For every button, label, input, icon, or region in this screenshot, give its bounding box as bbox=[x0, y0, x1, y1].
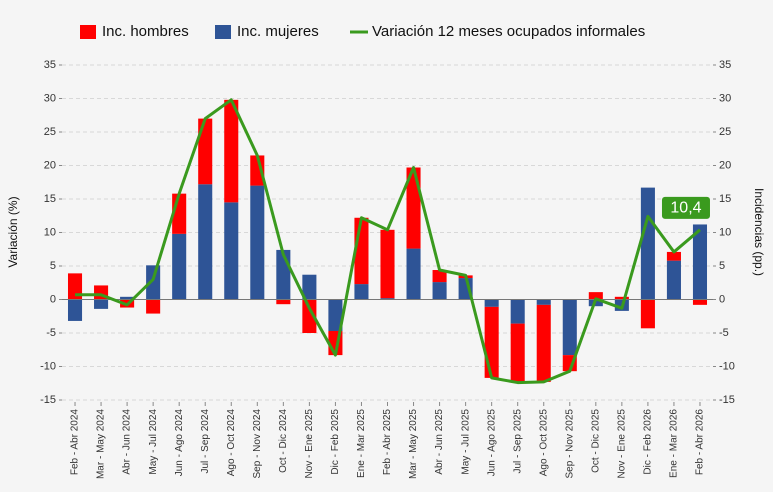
bar bbox=[67, 273, 83, 300]
bar bbox=[562, 299, 577, 356]
bar bbox=[172, 233, 187, 300]
legend-swatch bbox=[215, 25, 231, 39]
bar bbox=[380, 298, 395, 300]
value-label-box bbox=[661, 196, 710, 219]
y-tick-label: 35 bbox=[44, 59, 56, 71]
line-series bbox=[75, 98, 701, 385]
bar bbox=[640, 187, 655, 300]
y-tick-label: -10 bbox=[40, 360, 56, 372]
x-tick-label: Jun - Ago 2025 bbox=[486, 409, 497, 477]
bar bbox=[692, 224, 708, 300]
bar bbox=[536, 299, 551, 305]
bar bbox=[276, 299, 291, 305]
bar bbox=[146, 299, 161, 314]
x-tick-label: May - Jul 2024 bbox=[148, 409, 159, 475]
x-tick-label: Mar - May 2025 bbox=[408, 409, 419, 479]
x-tick-label: May - Jul 2025 bbox=[460, 409, 471, 475]
bar bbox=[67, 299, 83, 321]
bar bbox=[198, 184, 213, 300]
x-tick-label: Ago - Oct 2025 bbox=[538, 409, 549, 477]
y2-tick-label: -5 bbox=[719, 327, 729, 339]
x-tick-label: Feb - Abr 2024 bbox=[70, 409, 81, 476]
y2-tick-label: 5 bbox=[719, 260, 725, 272]
x-tick-label: Ago - Oct 2024 bbox=[226, 409, 237, 477]
y2-tick-label: -10 bbox=[719, 360, 735, 372]
bar bbox=[588, 292, 603, 300]
bar bbox=[666, 260, 681, 300]
y-tick-label: -5 bbox=[46, 327, 56, 339]
bar bbox=[302, 299, 317, 333]
bar bbox=[328, 299, 343, 331]
x-tick-label: Dic - Feb 2025 bbox=[330, 409, 341, 475]
y-tick-label: 30 bbox=[44, 92, 56, 104]
y2-tick-label: 15 bbox=[719, 193, 731, 205]
bar bbox=[406, 167, 421, 249]
bar bbox=[302, 274, 317, 300]
bar bbox=[432, 282, 447, 300]
bar bbox=[198, 118, 213, 185]
x-tick-label: Jul - Sep 2025 bbox=[512, 409, 523, 474]
y2-tick-label: 35 bbox=[719, 59, 731, 71]
legend-label: Inc. hombres bbox=[102, 23, 189, 40]
bar bbox=[224, 202, 239, 300]
bar bbox=[354, 284, 369, 300]
value-label: 10,4 bbox=[670, 200, 701, 217]
x-tick-label: Nov - Ene 2025 bbox=[304, 409, 315, 479]
y-tick-label: -15 bbox=[40, 394, 56, 406]
y2-tick-label: -15 bbox=[719, 394, 735, 406]
y2-tick-label: 20 bbox=[719, 159, 731, 171]
x-tick-label: Feb - Abr 2026 bbox=[695, 409, 706, 476]
bar bbox=[640, 299, 655, 329]
x-tick-label: Mar - May 2024 bbox=[96, 409, 107, 479]
bar bbox=[146, 265, 161, 300]
y2-tick-label: 10 bbox=[719, 226, 731, 238]
bar bbox=[510, 323, 525, 383]
x-tick-label: Oct - Dic 2024 bbox=[278, 409, 289, 473]
y2-tick-label: 30 bbox=[719, 92, 731, 104]
bar bbox=[406, 248, 421, 300]
x-tick-label: Sep - Nov 2024 bbox=[252, 409, 263, 479]
bar bbox=[614, 296, 629, 300]
y2-axis-label: Incidencias (pp.) bbox=[752, 188, 766, 276]
bar bbox=[250, 185, 265, 300]
x-tick-label: Jun - Ago 2024 bbox=[174, 409, 185, 477]
y-tick-label: 15 bbox=[44, 193, 56, 205]
x-tick-label: Jul - Sep 2024 bbox=[200, 409, 211, 474]
y-tick-label: 20 bbox=[44, 159, 56, 171]
x-tick-label: Feb - Abr 2025 bbox=[382, 409, 393, 476]
y2-tick-label: 25 bbox=[719, 126, 731, 138]
bar bbox=[666, 251, 681, 261]
bar bbox=[380, 229, 395, 299]
bar bbox=[120, 296, 135, 300]
bar bbox=[536, 304, 551, 382]
bar bbox=[224, 99, 239, 203]
bar bbox=[510, 299, 525, 324]
x-tick-label: Oct - Dic 2025 bbox=[590, 409, 601, 473]
x-tick-label: Abr - Jun 2025 bbox=[434, 409, 445, 475]
x-tick-label: Nov - Ene 2025 bbox=[617, 409, 628, 479]
bar bbox=[484, 306, 499, 378]
y-tick-label: 5 bbox=[50, 260, 56, 272]
legend-label: Inc. mujeres bbox=[237, 23, 319, 40]
x-tick-label: Abr - Jun 2024 bbox=[122, 409, 133, 475]
legend-label: Variación 12 meses ocupados informales bbox=[372, 23, 645, 40]
bar bbox=[94, 299, 109, 309]
legend-swatch bbox=[80, 25, 96, 39]
y2-tick-label: 0 bbox=[719, 293, 725, 305]
bar bbox=[432, 270, 447, 283]
x-tick-label: Ene - Mar 2025 bbox=[356, 409, 367, 478]
y-tick-label: 10 bbox=[44, 226, 56, 238]
y-tick-label: 0 bbox=[50, 293, 56, 305]
bar bbox=[692, 299, 708, 305]
x-tick-label: Ene - Mar 2026 bbox=[669, 409, 680, 478]
bar bbox=[484, 299, 499, 307]
y-axis-label: Variación (%) bbox=[6, 196, 20, 267]
x-tick-label: Dic - Feb 2026 bbox=[643, 409, 654, 475]
y-tick-label: 25 bbox=[44, 126, 56, 138]
x-tick-label: Sep - Nov 2025 bbox=[564, 409, 575, 479]
